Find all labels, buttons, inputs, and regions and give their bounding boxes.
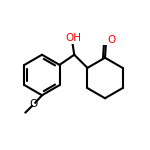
Text: OH: OH (66, 33, 81, 43)
Text: O: O (108, 35, 116, 45)
Text: O: O (30, 99, 38, 109)
